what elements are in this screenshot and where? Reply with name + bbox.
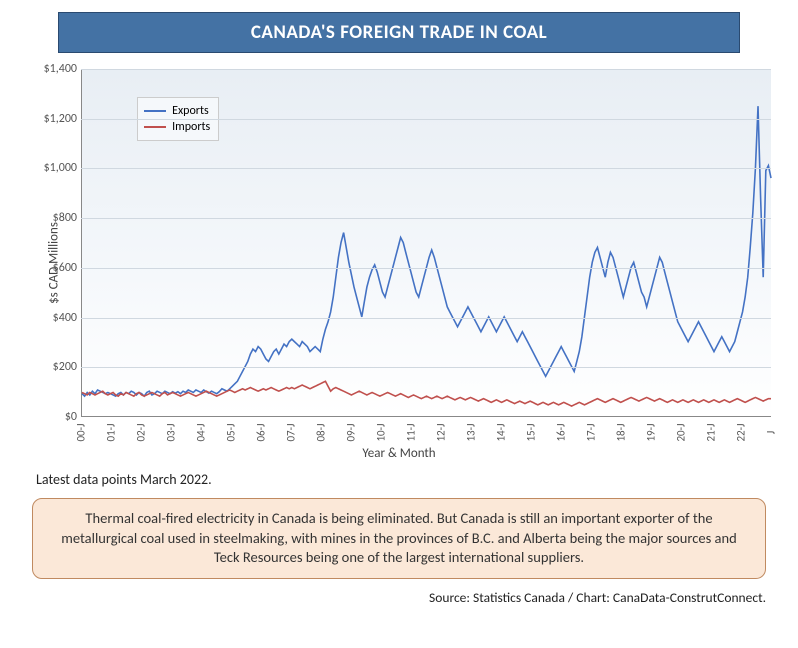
x-tick-label: 05-J — [225, 423, 238, 441]
x-tick-label: 12-J — [435, 423, 448, 441]
plot-region: Exports Imports — [81, 69, 771, 417]
x-tick-label: 03-J — [165, 423, 178, 441]
chart-title: CANADA'S FOREIGN TRADE IN COAL — [251, 21, 547, 44]
gridline — [81, 268, 771, 269]
x-tick-label: 04-J — [195, 423, 208, 441]
series-exports — [82, 106, 771, 396]
gridline — [81, 168, 771, 169]
y-tick-label: $1,200 — [37, 112, 77, 126]
x-tick-label: 14-J — [495, 423, 508, 441]
y-tick-label: $600 — [37, 261, 77, 275]
x-tick-label: 16-J — [555, 423, 568, 441]
x-tick-label: 21-J — [705, 423, 718, 441]
title-bar: CANADA'S FOREIGN TRADE IN COAL — [58, 12, 740, 53]
x-tick-label: 10-J — [375, 423, 388, 441]
x-tick-label: 07-J — [285, 423, 298, 441]
x-tick-label: 19-J — [645, 423, 658, 441]
x-tick-label: 20-J — [675, 423, 688, 441]
x-axis-label: Year & Month — [19, 446, 779, 461]
x-tick-label: 22-J — [735, 423, 748, 441]
page: CANADA'S FOREIGN TRADE IN COAL $s CAD Mi… — [0, 0, 798, 648]
gridline — [81, 218, 771, 219]
source-text: Source: Statistics Canada / Chart: CanaD… — [18, 589, 766, 606]
x-tick-label: 13-J — [465, 423, 478, 441]
x-tick-label: J — [765, 431, 778, 435]
legend-item: Exports — [144, 104, 210, 118]
x-tick-label: 01-J — [105, 423, 118, 441]
y-tick-label: $1,400 — [37, 62, 77, 76]
y-tick-label: $0 — [37, 410, 77, 424]
x-tick-label: 02-J — [135, 423, 148, 441]
gridline — [81, 367, 771, 368]
legend-item: Imports — [144, 120, 210, 134]
series-imports — [82, 381, 771, 406]
gridline — [81, 318, 771, 319]
gridline — [81, 119, 771, 120]
x-tick-label: 18-J — [615, 423, 628, 441]
caption-text: Latest data points March 2022. — [36, 471, 780, 488]
x-tick-label: 00-J — [75, 423, 88, 441]
x-tick-label: 09-J — [345, 423, 358, 441]
y-tick-label: $200 — [37, 360, 77, 374]
chart-area: $s CAD Millions ExportsImports Year & Mo… — [19, 63, 779, 463]
x-tick-label: 06-J — [255, 423, 268, 441]
note-box: Thermal coal-fired electricity in Canada… — [32, 498, 766, 579]
x-tick-label: 11-J — [405, 423, 418, 441]
x-tick-label: 08-J — [315, 423, 328, 441]
x-tick-label: 15-J — [525, 423, 538, 441]
gridline — [81, 69, 771, 70]
y-tick-label: $400 — [37, 311, 77, 325]
y-tick-label: $800 — [37, 211, 77, 225]
legend-swatch — [144, 126, 166, 128]
x-tick-label: 17-J — [585, 423, 598, 441]
legend-label: Exports — [172, 104, 209, 118]
y-tick-label: $1,000 — [37, 161, 77, 175]
legend-swatch — [144, 110, 166, 112]
legend-label: Imports — [172, 120, 210, 134]
